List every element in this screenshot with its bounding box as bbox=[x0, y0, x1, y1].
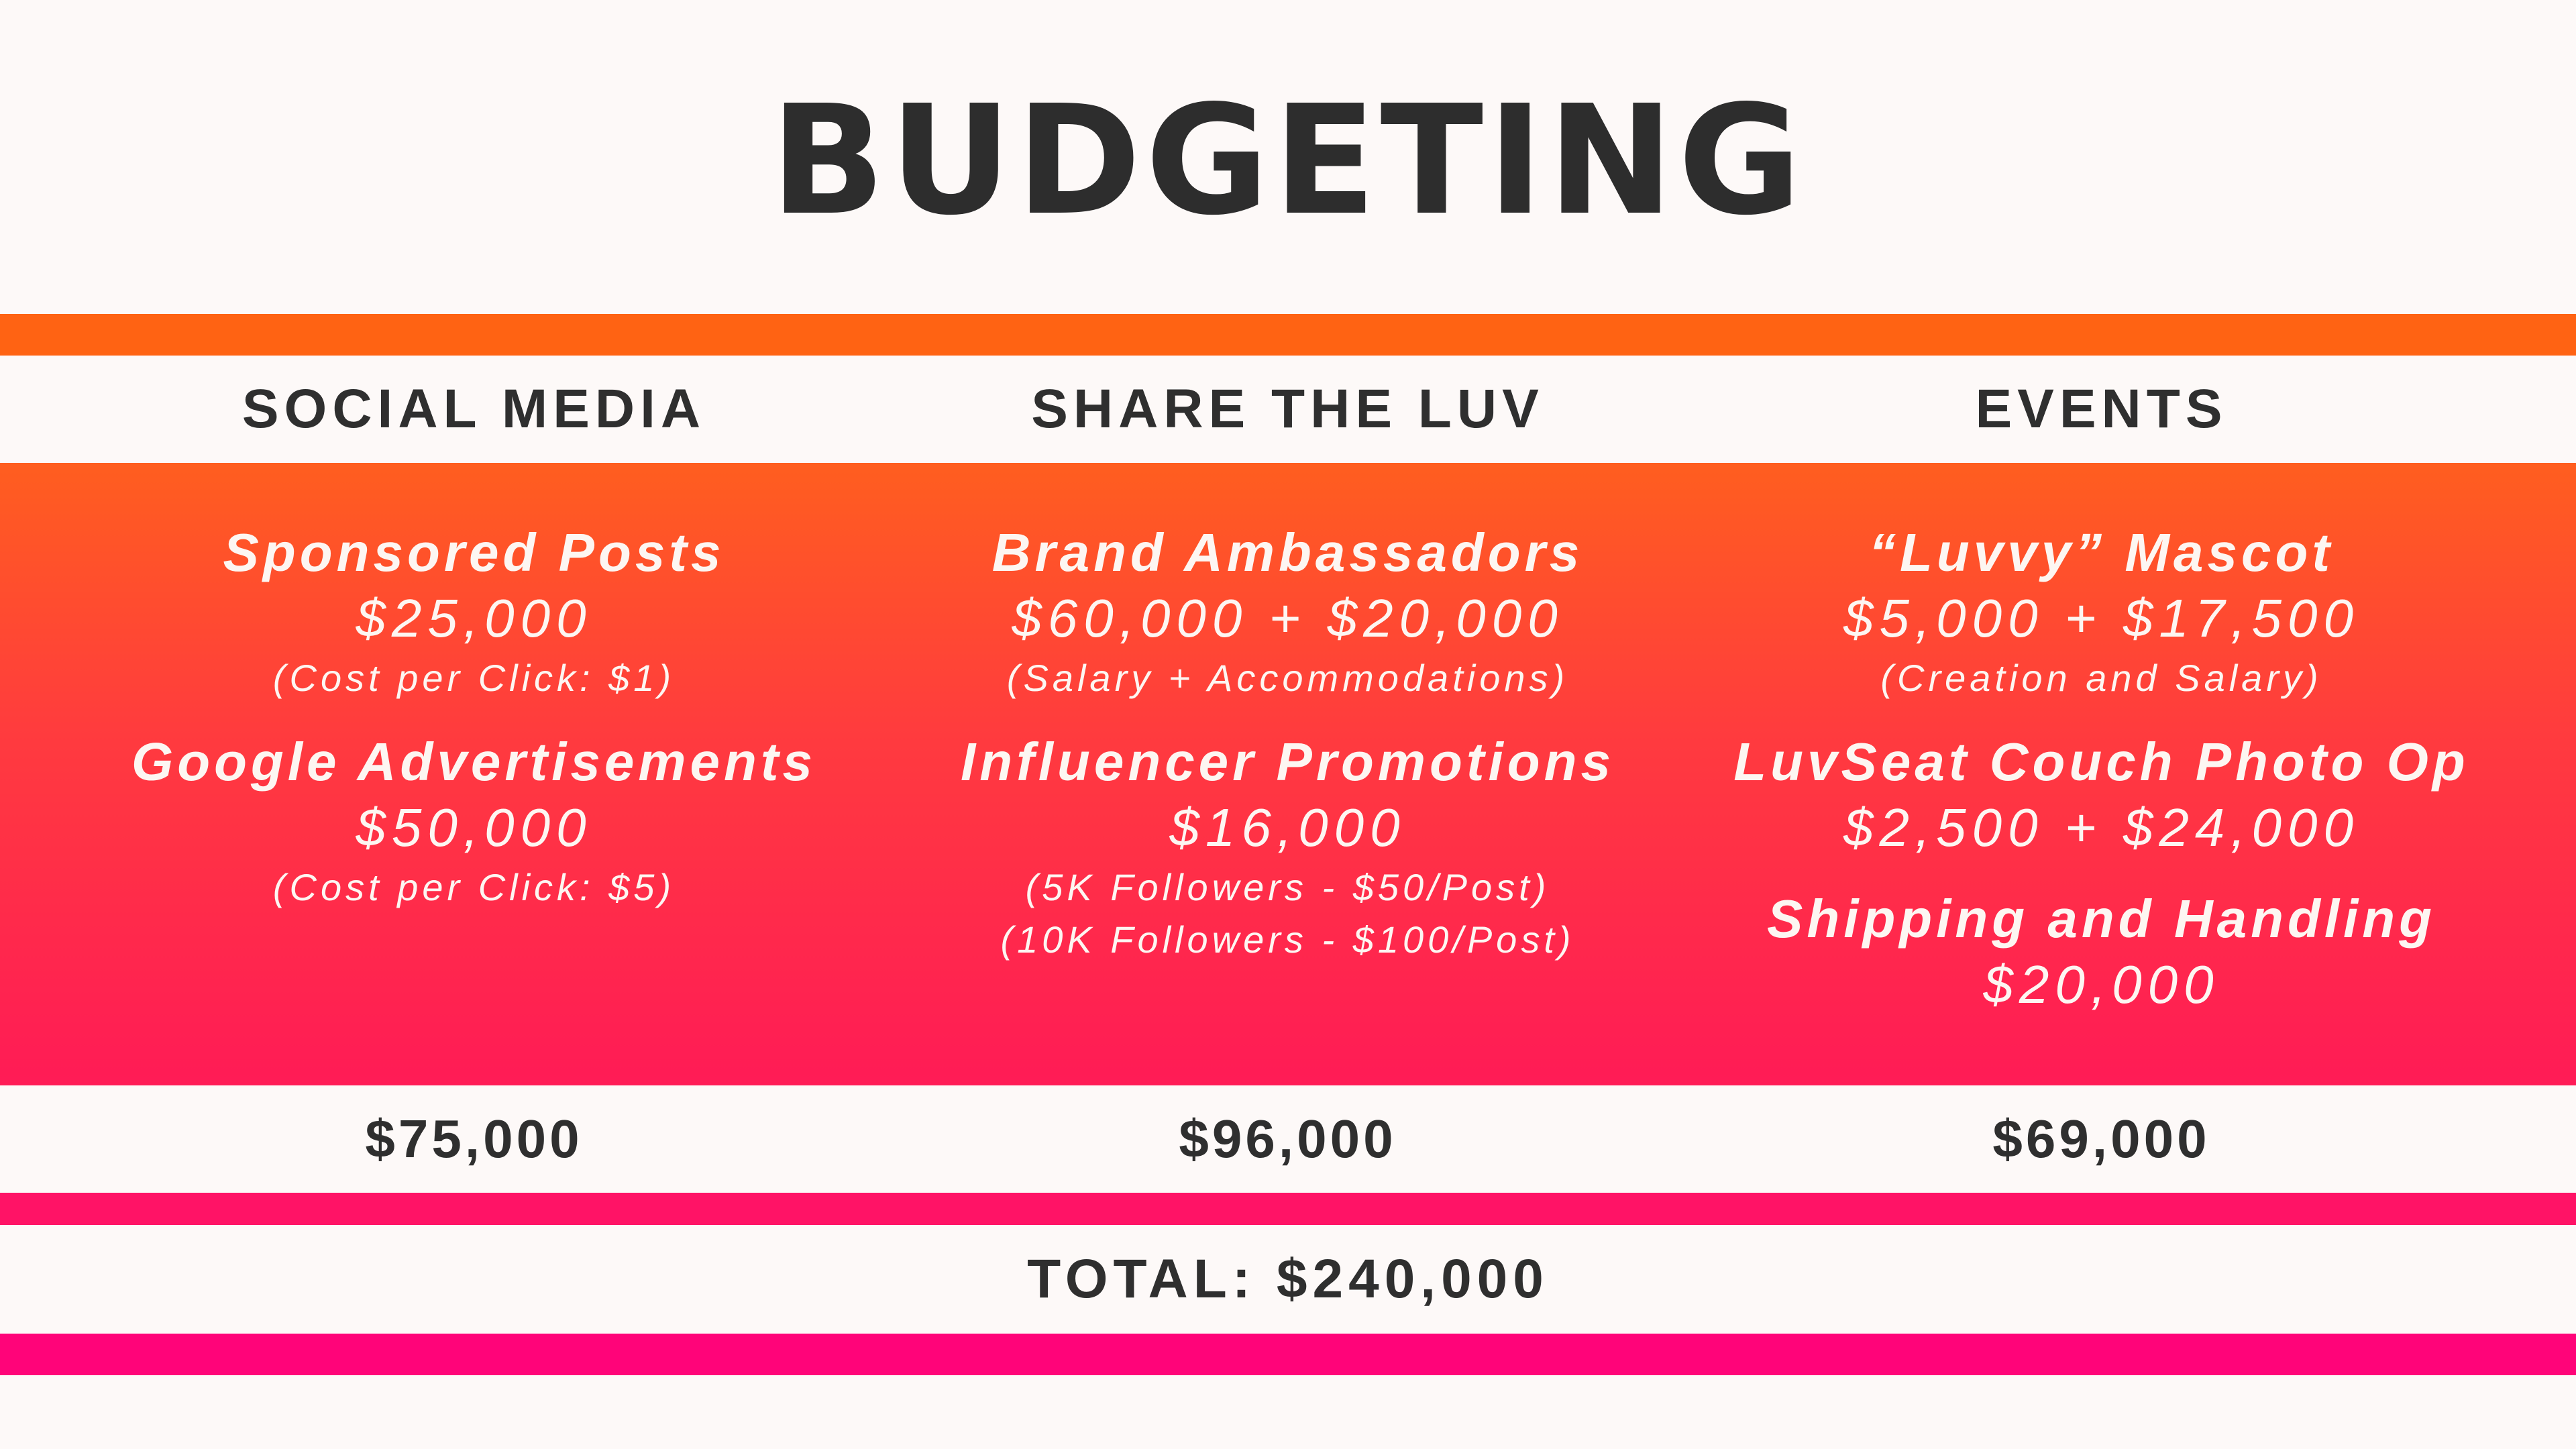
budget-item: LuvSeat Couch Photo Op $2,500 + $24,000 bbox=[1695, 730, 2508, 861]
item-amount: $5,000 + $17,500 bbox=[1843, 588, 2360, 648]
item-name: Sponsored Posts bbox=[223, 523, 725, 582]
item-name: Influencer Promotions bbox=[961, 732, 1615, 792]
item-amount: $16,000 bbox=[1169, 798, 1406, 857]
budget-items-panel: Sponsored Posts $25,000 (Cost per Click:… bbox=[0, 463, 2576, 1085]
item-amount: $50,000 bbox=[356, 798, 592, 857]
item-name: Shipping and Handling bbox=[1766, 889, 2436, 949]
item-note: (Creation and Salary) bbox=[1880, 657, 2322, 699]
column-header-social-media: SOCIAL MEDIA bbox=[241, 378, 706, 439]
subtotal-row: $75,000 $96,000 $69,000 bbox=[0, 1085, 2576, 1193]
item-amount: $2,500 + $24,000 bbox=[1843, 798, 2360, 857]
magenta-band bbox=[0, 1334, 2576, 1375]
share-the-luv-items: Brand Ambassadors $60,000 + $20,000 (Sal… bbox=[881, 521, 1695, 991]
item-note: (5K Followers - $50/Post) bbox=[1025, 866, 1550, 908]
item-name: “Luvvy” Mascot bbox=[1868, 523, 2334, 582]
budget-item: Sponsored Posts $25,000 (Cost per Click:… bbox=[67, 521, 881, 704]
total-row: TOTAL: $240,000 bbox=[0, 1225, 2576, 1334]
budget-item: Google Advertisements $50,000 (Cost per … bbox=[67, 730, 881, 914]
page-title: BUDGETING bbox=[770, 73, 1806, 249]
subtotal-events: $69,000 bbox=[1992, 1109, 2210, 1169]
column-header-row: SOCIAL MEDIA SHARE THE LUV PROGRAM EVENT… bbox=[0, 356, 2576, 547]
item-name: LuvSeat Couch Photo Op bbox=[1733, 732, 2469, 792]
social-media-items: Sponsored Posts $25,000 (Cost per Click:… bbox=[67, 521, 881, 939]
item-note: (10K Followers - $100/Post) bbox=[1000, 918, 1575, 961]
item-amount: $60,000 + $20,000 bbox=[1012, 588, 1564, 648]
subtotal-share-the-luv: $96,000 bbox=[1179, 1109, 1397, 1169]
item-amount: $25,000 bbox=[356, 588, 592, 648]
item-note: (Cost per Click: $5) bbox=[272, 866, 676, 908]
item-note: (Cost per Click: $1) bbox=[272, 657, 676, 699]
budget-item: Influencer Promotions $16,000 (5K Follow… bbox=[881, 730, 1695, 966]
subtotal-social-media: $75,000 bbox=[365, 1109, 583, 1169]
pink-band bbox=[0, 1193, 2576, 1225]
events-items: “Luvvy” Mascot $5,000 + $17,500 (Creatio… bbox=[1695, 521, 2508, 1044]
item-note: (Salary + Accommodations) bbox=[1006, 657, 1569, 699]
item-name: Google Advertisements bbox=[131, 732, 817, 792]
budget-item: “Luvvy” Mascot $5,000 + $17,500 (Creatio… bbox=[1695, 521, 2508, 704]
column-header-share-the-luv: SHARE THE LUV PROGRAM bbox=[1031, 378, 1544, 547]
budget-item: Shipping and Handling $20,000 bbox=[1695, 887, 2508, 1018]
item-amount: $20,000 bbox=[1983, 955, 2220, 1014]
item-name: Brand Ambassadors bbox=[991, 523, 1584, 582]
column-header-events: EVENTS bbox=[1975, 378, 2228, 439]
orange-band bbox=[0, 314, 2576, 356]
grand-total: TOTAL: $240,000 bbox=[1027, 1248, 1549, 1309]
budget-item: Brand Ambassadors $60,000 + $20,000 (Sal… bbox=[881, 521, 1695, 704]
